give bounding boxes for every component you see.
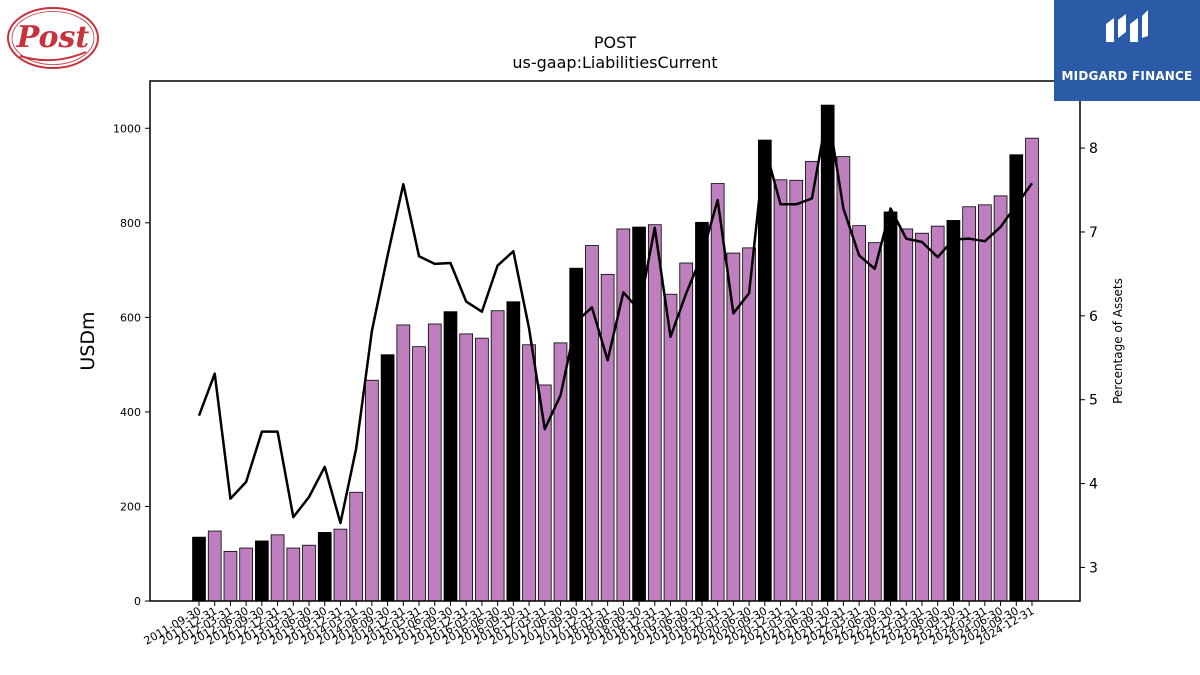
- bar: [443, 311, 458, 602]
- bar: [223, 550, 238, 602]
- bar: [255, 540, 269, 602]
- y-tick-label: 200: [120, 500, 141, 513]
- post-logo-text: Post: [16, 20, 90, 55]
- y2-tick-label: 5: [1089, 393, 1098, 409]
- y-tick-label: 600: [120, 311, 141, 324]
- bar: [459, 333, 474, 602]
- bar: [1009, 154, 1024, 602]
- bar: [553, 342, 568, 602]
- bar: [978, 204, 992, 602]
- bar: [962, 206, 976, 602]
- bar: [333, 528, 348, 602]
- bar: [789, 179, 804, 602]
- bar: [773, 179, 788, 602]
- bar: [899, 228, 914, 602]
- plot-frame: [149, 80, 1081, 602]
- x-axis: 2011-09-302011-12-312012-03-312012-06-30…: [142, 601, 1037, 648]
- bar: [270, 534, 285, 602]
- percentage-line: [197, 109, 1034, 525]
- bar: [412, 346, 426, 602]
- bar: [302, 544, 316, 602]
- y-tick-label: 1000: [113, 122, 141, 135]
- bar: [585, 245, 599, 602]
- bar: [852, 225, 866, 602]
- bar: [506, 301, 521, 602]
- bar: [600, 273, 615, 602]
- y-tick-label: 400: [120, 406, 141, 419]
- bar: [239, 547, 254, 602]
- y2-tick-label: 8: [1089, 141, 1098, 157]
- bar: [993, 195, 1008, 602]
- bar: [365, 379, 379, 602]
- y-axis-left: 0 200 400 600 800 1000: [113, 122, 150, 608]
- bar: [475, 337, 489, 602]
- y-axis-label: USDm: [77, 311, 99, 370]
- y2-tick-label: 3: [1089, 560, 1098, 576]
- y2-axis-label: Percentage of Assets: [1111, 278, 1125, 404]
- y-axis-right: 3 4 5 6 7 8: [1080, 141, 1098, 576]
- chart-title: POST: [593, 33, 637, 52]
- y-tick-label: 800: [120, 217, 141, 230]
- midgard-m-icon: [1106, 10, 1148, 42]
- midgard-logo-text: MIDGARD FINANCE: [1061, 69, 1193, 83]
- y2-tick-label: 7: [1089, 225, 1098, 241]
- bar: [679, 262, 694, 602]
- chart-subtitle: us-gaap:LiabilitiesCurrent: [512, 53, 718, 72]
- post-holdings-logo: Post: [6, 6, 100, 70]
- bar: [867, 242, 882, 602]
- bar: [663, 293, 678, 602]
- bar: [616, 228, 631, 602]
- bar: [647, 224, 662, 602]
- bar: [805, 160, 819, 602]
- bar: [757, 139, 772, 602]
- bar: [207, 530, 222, 602]
- bar: [946, 220, 961, 602]
- bar: [820, 104, 835, 602]
- bar: [317, 532, 332, 602]
- bar: [349, 491, 364, 602]
- bar: [930, 225, 945, 602]
- bar: [915, 232, 929, 602]
- bar: [192, 536, 206, 602]
- y2-tick-label: 6: [1089, 309, 1098, 325]
- bar: [380, 354, 395, 602]
- y-tick-label: 0: [134, 595, 141, 608]
- bar: [427, 323, 442, 602]
- midgard-finance-logo: MIDGARD FINANCE: [1054, 0, 1200, 101]
- bar: [695, 221, 709, 602]
- bar: [286, 547, 301, 602]
- bar: [883, 211, 898, 602]
- bar: [490, 310, 505, 602]
- bar: [1025, 137, 1039, 602]
- bar: [522, 344, 536, 602]
- bar-series: [192, 104, 1039, 602]
- y2-tick-label: 4: [1089, 477, 1098, 493]
- bar: [710, 183, 725, 602]
- bar: [396, 324, 411, 602]
